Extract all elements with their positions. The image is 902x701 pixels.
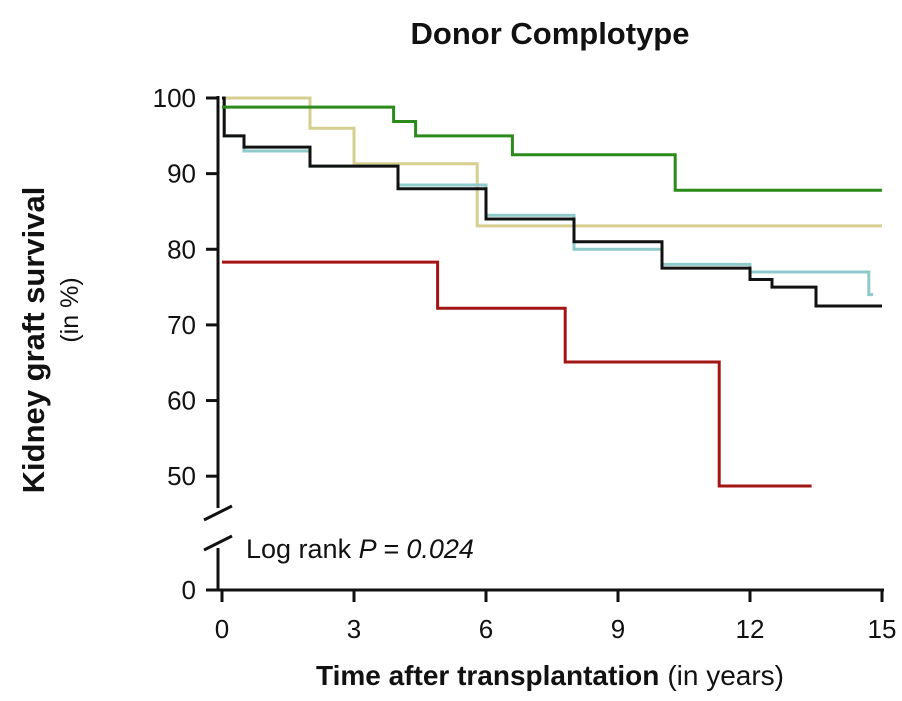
y-tick-label: 70 [167,310,196,340]
x-axis-title: Time after transplantation [316,660,659,691]
x-axis-unit: (in years) [667,660,784,691]
x-tick-label: 3 [347,614,361,644]
axis-break [203,504,233,522]
survival-line [222,96,882,228]
axis-break [203,534,233,552]
y-axis-label: Kidney graft survival [16,187,51,494]
axes [203,96,884,592]
x-tick-label: 15 [868,614,897,644]
survival-line [222,96,882,308]
annotation: Log rank P = 0.024 [246,534,474,564]
x-tick-label: 0 [215,614,229,644]
y-tick-label: 50 [167,461,196,491]
annotation-text: Log rank [246,534,359,564]
chart-title: Donor Complotype [411,16,690,51]
y-tick-label: 90 [167,159,196,189]
y-tick-label: 0 [182,575,196,605]
annotation-value: = 0.024 [376,534,474,564]
x-tick-label: 12 [736,614,765,644]
x-tick-label: 9 [611,614,625,644]
survival-line [222,105,882,192]
survival-line [222,260,812,488]
x-tick-label: 6 [479,614,493,644]
y-tick-label: 80 [167,234,196,264]
y-axis-unit: (in %) [56,277,84,342]
y-tick-label: 60 [167,386,196,416]
annotation-p: P [359,534,377,564]
x-axis-label: Time after transplantation (in years) [316,660,784,691]
y-tick-label: 100 [153,83,196,113]
